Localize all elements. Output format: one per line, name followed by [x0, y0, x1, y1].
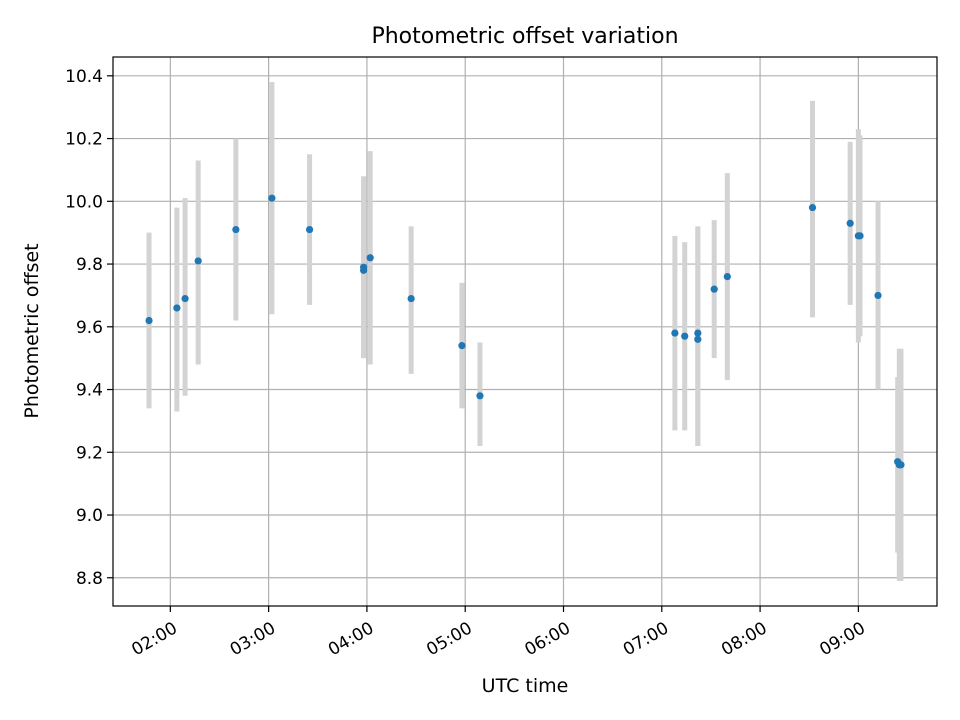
data-point — [671, 329, 679, 337]
data-point — [458, 342, 466, 350]
data-point — [694, 329, 702, 337]
data-point — [856, 232, 864, 240]
y-tick-label: 9.0 — [76, 506, 103, 526]
data-point — [173, 304, 181, 312]
data-point — [723, 273, 731, 281]
data-point — [874, 291, 882, 300]
y-tick-label: 9.6 — [76, 318, 103, 338]
data-point — [181, 294, 189, 303]
x-axis-title: UTC time — [482, 675, 569, 697]
y-tick-label: 10.0 — [65, 192, 103, 212]
data-point — [710, 285, 718, 293]
data-point — [681, 332, 689, 340]
plot-frame — [112, 56, 938, 607]
grid — [113, 57, 937, 606]
data-point — [407, 294, 415, 303]
data-point — [268, 194, 276, 202]
data-point — [366, 254, 374, 262]
data-point — [194, 257, 202, 265]
data-point — [360, 266, 368, 274]
data-point — [808, 203, 817, 212]
data-point — [476, 392, 484, 400]
data-point — [305, 225, 314, 234]
y-tick-label: 10.4 — [65, 67, 103, 87]
data-point — [145, 316, 153, 325]
data-point — [694, 335, 702, 343]
chart-title: Photometric offset variation — [371, 24, 678, 49]
y-tick-label: 9.2 — [76, 443, 103, 463]
y-tick-label: 8.8 — [76, 569, 103, 589]
y-tick-label: 10.2 — [65, 130, 103, 150]
y-tick-label: 9.8 — [76, 255, 103, 275]
data-point — [897, 461, 905, 469]
data-point — [232, 225, 240, 234]
y-axis-title: Photometric offset — [21, 243, 43, 418]
y-tick-label: 9.4 — [76, 381, 103, 401]
data-points — [145, 194, 905, 469]
data-point — [846, 219, 854, 227]
